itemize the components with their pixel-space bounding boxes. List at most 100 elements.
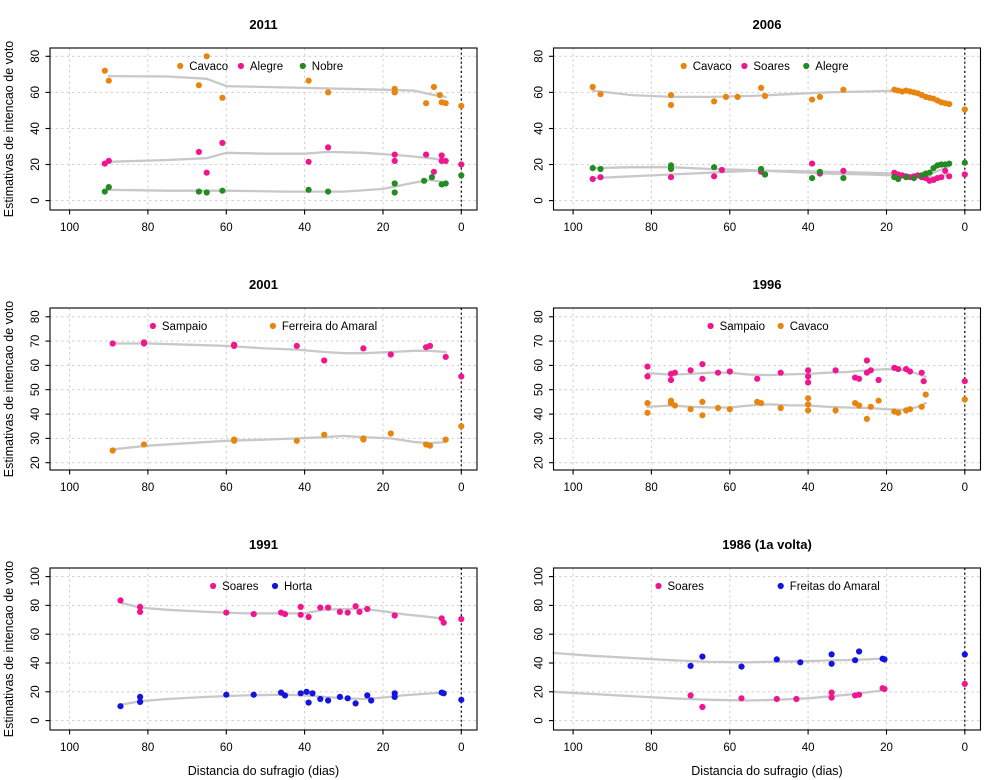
data-point-cavaco <box>644 400 651 407</box>
data-point-cavaco <box>667 92 675 99</box>
data-point-horta <box>344 695 351 702</box>
y-tick-label: 30 <box>30 432 42 445</box>
x-tick-label: 20 <box>880 742 893 754</box>
data-point-soares <box>305 613 312 621</box>
data-point-soares <box>250 611 257 618</box>
data-point-cavaco <box>895 409 902 416</box>
data-point-cavaco <box>867 403 874 410</box>
data-point-sampaio <box>805 373 812 380</box>
y-tick-label: 60 <box>534 359 546 372</box>
data-point-cavaco <box>734 93 741 100</box>
legend-marker-nobre <box>299 62 306 70</box>
legend-label-soares: Soares <box>222 581 259 593</box>
data-point-sampaio <box>458 373 465 380</box>
data-point-soares <box>440 619 447 626</box>
trend-line-cavaco <box>107 74 447 99</box>
data-point-sampaio <box>426 342 434 349</box>
data-point-alegre <box>438 152 445 159</box>
data-point-freitas-do-amaral <box>687 662 694 669</box>
legend-marker-alegre <box>803 62 810 70</box>
legend-label-alegre: Alegre <box>815 61 848 73</box>
data-point-cavaco <box>832 407 839 414</box>
data-point-soares <box>881 685 888 693</box>
data-point-nobre <box>458 172 465 179</box>
panel-1996: 100 80 60 40 20 0 20 30 40 50 60 70 80 1996 Sampaio Cav… <box>503 260 1007 520</box>
y-tick-label: 70 <box>30 335 42 348</box>
data-point-sampaio <box>671 369 678 376</box>
data-point-horta <box>223 691 230 698</box>
data-point-cavaco <box>597 91 604 98</box>
data-point-alegre <box>840 175 847 182</box>
data-point-alegre <box>391 151 398 158</box>
data-point-sampaio <box>754 375 761 382</box>
panel-title: 2006 <box>753 17 782 32</box>
data-point-horta <box>305 699 312 706</box>
y-tick-label: 60 <box>30 359 42 372</box>
data-point-soares <box>961 680 968 687</box>
trend-line-alegre <box>107 150 447 163</box>
trend-line-freitas-do-amaral <box>552 651 884 664</box>
x-tick-label: 60 <box>723 482 736 494</box>
data-point-soares <box>687 692 694 699</box>
y-tick-label: 0 <box>30 717 42 723</box>
data-point-cavaco <box>840 86 847 93</box>
data-point-cavaco <box>101 67 108 74</box>
data-point-nobre <box>391 189 398 196</box>
trend-line-soares <box>552 689 884 702</box>
data-point-horta <box>303 688 310 695</box>
data-point-sampaio <box>387 351 394 358</box>
x-tick-label: 20 <box>377 222 390 234</box>
x-tick-label: 60 <box>220 222 233 234</box>
data-point-sampaio <box>867 367 874 374</box>
data-point-ferreira-do-amaral <box>442 436 449 443</box>
chart-2011: 100 80 60 40 20 0 0 20 40 60 80 2011 Cavaco Alegre Nob… <box>2 17 478 234</box>
x-tick-label: 60 <box>723 742 736 754</box>
data-point-soares <box>223 609 230 616</box>
data-point-cavaco <box>644 409 651 416</box>
data-point-freitas-do-amaral <box>828 651 835 658</box>
data-point-ferreira-do-amaral <box>426 442 434 449</box>
data-point-alegre <box>305 158 312 165</box>
y-tick-label: 40 <box>30 657 42 670</box>
y-tick-label: 40 <box>30 408 42 421</box>
x-tick-label: 80 <box>645 482 658 494</box>
x-tick-label: 80 <box>645 742 658 754</box>
data-point-sampaio <box>442 353 449 360</box>
data-point-horta <box>368 697 375 704</box>
data-point-alegre <box>903 174 910 181</box>
data-point-soares <box>840 167 847 174</box>
x-tick-label: 100 <box>564 742 583 754</box>
data-point-sampaio <box>832 367 839 374</box>
y-tick-label: 40 <box>534 657 546 670</box>
data-point-freitas-do-amaral <box>881 656 888 663</box>
y-tick-label: 60 <box>30 86 42 99</box>
data-point-sampaio <box>109 340 116 347</box>
legend-label-nobre: Nobre <box>312 61 343 73</box>
x-axis-title: Distancia do sufragio (dias) <box>188 764 339 778</box>
data-point-soares <box>773 695 780 703</box>
y-tick-label: 80 <box>534 310 546 323</box>
legend-label-sampaio: Sampaio <box>720 321 765 333</box>
data-point-nobre <box>391 180 398 187</box>
data-point-soares <box>281 611 289 618</box>
data-point-ferreira-do-amaral <box>321 431 328 438</box>
x-tick-label: 0 <box>458 742 464 754</box>
panel-2001: 100 80 60 40 20 0 20 30 40 50 60 70 80 2001 Sampaio Fer… <box>0 260 503 520</box>
data-point-sampaio <box>687 367 694 374</box>
data-point-soares <box>699 703 706 711</box>
data-point-soares <box>667 174 675 181</box>
y-tick-label: 100 <box>30 567 42 586</box>
data-point-soares <box>856 691 863 698</box>
data-point-nobre <box>305 186 312 193</box>
data-point-soares <box>391 612 398 619</box>
data-point-nobre <box>219 187 226 194</box>
data-point-cavaco <box>875 397 882 404</box>
y-tick-label: 20 <box>534 158 546 171</box>
data-point-cavaco <box>699 412 706 419</box>
data-point-alegre <box>219 139 226 146</box>
data-point-horta <box>364 692 371 699</box>
data-point-alegre <box>961 159 968 166</box>
chart-1986-1a-volta: 100 80 60 40 20 0 0 20 40 60 80 100 1986 (1a volta) S… <box>534 537 982 778</box>
y-tick-label: 60 <box>534 86 546 99</box>
